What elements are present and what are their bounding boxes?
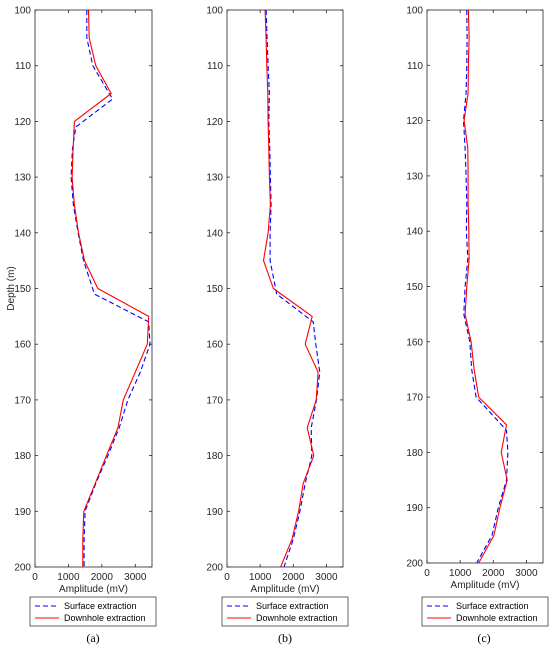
y-tick-label: 120 xyxy=(14,117,31,128)
x-tick-label: 1000 xyxy=(57,572,80,583)
legend-entry: Surface extraction xyxy=(64,601,137,611)
y-tick-label: 200 xyxy=(206,563,223,574)
axes-box xyxy=(426,9,544,564)
y-tick-label: 170 xyxy=(406,393,423,404)
y-tick-label: 100 xyxy=(14,6,31,17)
series-line-surface xyxy=(265,9,321,568)
y-tick-label: 160 xyxy=(206,340,223,351)
x-axis-label: Amplitude (mV) xyxy=(451,580,520,591)
y-tick-label: 180 xyxy=(206,451,223,462)
y-tick-label: 180 xyxy=(406,448,423,459)
y-tick-label: 180 xyxy=(14,451,31,462)
y-tick-label: 120 xyxy=(206,117,223,128)
x-tick-label: 3000 xyxy=(515,568,538,579)
y-tick-label: 190 xyxy=(206,507,223,518)
chart-panel-3: 100 110 120 130 140 150 160 170 180 190 2000 1000 20… xyxy=(406,6,549,645)
legend-entry: Surface extraction xyxy=(256,601,329,611)
y-tick-label: 130 xyxy=(406,171,423,182)
y-tick-label: 100 xyxy=(406,6,423,17)
series-line-surface xyxy=(462,9,509,564)
legend-entry: Surface extraction xyxy=(456,601,529,611)
y-tick-label: 110 xyxy=(207,61,223,72)
y-tick-label: 140 xyxy=(206,228,223,239)
y-tick-label: 170 xyxy=(206,395,223,406)
chart-panel-2: 100 110 120 130 140 150 160 170 180 190 2000 1000 20… xyxy=(206,6,349,645)
plot-area xyxy=(35,10,152,567)
x-tick-label: 2000 xyxy=(282,572,305,583)
series-line-downhole xyxy=(71,9,150,567)
y-tick-label: 150 xyxy=(406,282,423,293)
y-tick-label: 200 xyxy=(14,563,31,574)
x-tick-label: 2000 xyxy=(91,572,114,583)
y-tick-label: 190 xyxy=(406,503,423,514)
y-tick-label: 100 xyxy=(206,6,223,17)
y-tick-label: 110 xyxy=(407,61,423,72)
x-tick-label: 1000 xyxy=(449,568,472,579)
panel-label: (a) xyxy=(86,631,99,645)
y-tick-label: 160 xyxy=(406,337,423,348)
chart-panel-1: 100 110 120 130 140 150 160 170 180 190 2000 1000 20… xyxy=(6,6,157,645)
legend-box xyxy=(221,596,349,627)
x-tick-label: 0 xyxy=(32,572,38,583)
plot-area xyxy=(427,10,543,563)
axes-box xyxy=(34,9,153,568)
legend: Surface extraction Downhole extraction xyxy=(421,596,549,627)
y-tick-label: 130 xyxy=(206,173,223,184)
x-tick-label: 0 xyxy=(224,572,230,583)
series-line-downhole xyxy=(262,9,319,568)
y-tick-label: 140 xyxy=(14,228,31,239)
x-tick-label: 3000 xyxy=(315,572,338,583)
legend-entry: Downhole extraction xyxy=(456,613,538,623)
legend-box xyxy=(421,596,549,627)
y-tick-label: 150 xyxy=(14,284,31,295)
y-tick-label: 200 xyxy=(406,559,423,570)
x-tick-label: 0 xyxy=(424,568,430,579)
x-axis-label: Amplitude (mV) xyxy=(251,584,320,595)
legend-entry: Downhole extraction xyxy=(256,613,338,623)
x-tick-label: 1000 xyxy=(249,572,272,583)
y-tick-label: 190 xyxy=(14,507,31,518)
y-tick-label: 110 xyxy=(15,61,31,72)
y-axis-label: Depth (m) xyxy=(6,266,17,310)
panel-label: (c) xyxy=(477,631,490,645)
y-tick-label: 140 xyxy=(406,227,423,238)
x-axis-label: Amplitude (mV) xyxy=(59,584,128,595)
axes-box xyxy=(226,9,344,568)
y-tick-label: 120 xyxy=(406,116,423,127)
y-tick-label: 130 xyxy=(14,173,31,184)
legend-entry: Downhole extraction xyxy=(64,613,146,623)
legend: Surface extraction Downhole extraction xyxy=(29,596,157,627)
y-tick-label: 160 xyxy=(14,340,31,351)
y-tick-label: 170 xyxy=(14,395,31,406)
legend-box xyxy=(29,596,157,627)
panel-label: (b) xyxy=(278,631,292,645)
legend: Surface extraction Downhole extraction xyxy=(221,596,349,627)
x-tick-label: 2000 xyxy=(482,568,505,579)
plot-area xyxy=(227,10,343,567)
series-line-downhole xyxy=(463,9,508,564)
x-tick-label: 3000 xyxy=(124,572,147,583)
y-tick-label: 150 xyxy=(206,284,223,295)
